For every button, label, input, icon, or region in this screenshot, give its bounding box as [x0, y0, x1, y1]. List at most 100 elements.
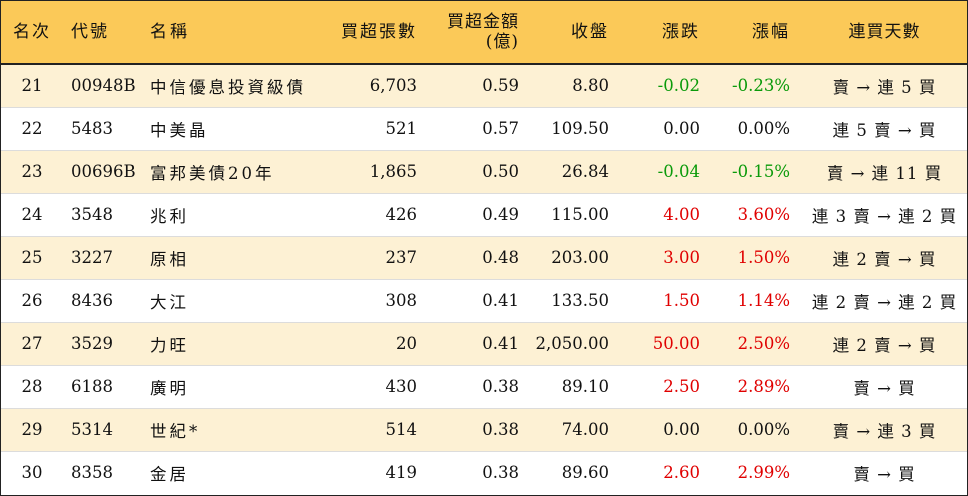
- rank-cell: 30: [1, 451, 63, 494]
- close-cell: 115.00: [531, 193, 621, 237]
- name-cell: 原相: [138, 236, 326, 280]
- net-buy-amount-cell: 0.41: [429, 279, 531, 323]
- net-buy-lots-cell: 419: [326, 451, 429, 494]
- net-buy-amount-cell: 0.41: [429, 322, 531, 366]
- table-row[interactable]: 28 6188 廣明 430 0.38 89.10 2.50 2.89% 賣 →…: [1, 365, 967, 409]
- code-cell: 00948B: [63, 64, 138, 108]
- net-buy-amount-cell: 0.50: [429, 150, 531, 194]
- header-net-buy-lots[interactable]: 買超張數: [326, 1, 429, 65]
- net-buy-lots-cell: 521: [326, 107, 429, 151]
- code-cell: 3529: [63, 322, 138, 366]
- change-pct-cell: -0.15%: [712, 150, 802, 194]
- change-pct-cell: 3.60%: [712, 193, 802, 237]
- change-cell: -0.04: [621, 150, 712, 194]
- table-row[interactable]: 27 3529 力旺 20 0.41 2,050.00 50.00 2.50% …: [1, 322, 967, 366]
- name-cell: 世紀*: [138, 408, 326, 452]
- close-cell: 2,050.00: [531, 322, 621, 366]
- code-cell: 3548: [63, 193, 138, 237]
- header-name[interactable]: 名稱: [138, 1, 326, 65]
- change-cell: 0.00: [621, 408, 712, 452]
- net-buy-lots-cell: 308: [326, 279, 429, 323]
- header-net-buy-amount[interactable]: 買超金額 (億): [429, 1, 531, 65]
- net-buy-lots-cell: 426: [326, 193, 429, 237]
- change-cell: 2.60: [621, 451, 712, 494]
- change-pct-cell: 1.50%: [712, 236, 802, 280]
- rank-cell: 27: [1, 322, 63, 366]
- name-cell: 力旺: [138, 322, 326, 366]
- rank-cell: 25: [1, 236, 63, 280]
- net-buy-amount-cell: 0.57: [429, 107, 531, 151]
- header-rank[interactable]: 名次: [1, 1, 63, 65]
- table-row[interactable]: 21 00948B 中信優息投資級債 6,703 0.59 8.80 -0.02…: [1, 64, 967, 108]
- table-row[interactable]: 24 3548 兆利 426 0.49 115.00 4.00 3.60% 連 …: [1, 193, 967, 237]
- rank-cell: 28: [1, 365, 63, 409]
- net-buy-lots-cell: 20: [326, 322, 429, 366]
- change-pct-cell: 2.89%: [712, 365, 802, 409]
- name-cell: 廣明: [138, 365, 326, 409]
- header-buy-days[interactable]: 連買天數: [802, 1, 967, 65]
- rank-cell: 26: [1, 279, 63, 323]
- table-row[interactable]: 29 5314 世紀* 514 0.38 74.00 0.00 0.00% 賣 …: [1, 408, 967, 452]
- header-change[interactable]: 漲跌: [621, 1, 712, 65]
- header-change-pct[interactable]: 漲幅: [712, 1, 802, 65]
- net-buy-amount-cell: 0.38: [429, 365, 531, 409]
- name-cell: 富邦美債20年: [138, 150, 326, 194]
- table-row[interactable]: 26 8436 大江 308 0.41 133.50 1.50 1.14% 連 …: [1, 279, 967, 323]
- name-cell: 金居: [138, 451, 326, 494]
- rank-cell: 29: [1, 408, 63, 452]
- table-header-row: 名次 代號 名稱 買超張數 買超金額 (億) 收盤 漲跌 漲幅 連買天數: [1, 1, 967, 65]
- table-row[interactable]: 22 5483 中美晶 521 0.57 109.50 0.00 0.00% 連…: [1, 107, 967, 151]
- name-cell: 大江: [138, 279, 326, 323]
- net-buy-lots-cell: 514: [326, 408, 429, 452]
- net-buy-lots-cell: 6,703: [326, 64, 429, 108]
- buy-days-cell: 賣 → 連 11 買: [802, 150, 967, 194]
- buy-days-cell: 賣 → 買: [802, 451, 967, 494]
- code-cell: 6188: [63, 365, 138, 409]
- table-row[interactable]: 30 8358 金居 419 0.38 89.60 2.60 2.99% 賣 →…: [1, 451, 967, 494]
- name-cell: 中美晶: [138, 107, 326, 151]
- rank-cell: 22: [1, 107, 63, 151]
- change-cell: 3.00: [621, 236, 712, 280]
- change-cell: 4.00: [621, 193, 712, 237]
- code-cell: 5483: [63, 107, 138, 151]
- code-cell: 00696B: [63, 150, 138, 194]
- rank-cell: 24: [1, 193, 63, 237]
- code-cell: 5314: [63, 408, 138, 452]
- change-cell: 1.50: [621, 279, 712, 323]
- net-buy-lots-cell: 1,865: [326, 150, 429, 194]
- table-row[interactable]: 25 3227 原相 237 0.48 203.00 3.00 1.50% 連 …: [1, 236, 967, 280]
- change-pct-cell: 1.14%: [712, 279, 802, 323]
- code-cell: 8358: [63, 451, 138, 494]
- header-net-buy-amount-label: 買超金額: [447, 12, 519, 32]
- buy-days-cell: 賣 → 連 3 買: [802, 408, 967, 452]
- close-cell: 89.60: [531, 451, 621, 494]
- table-row[interactable]: 23 00696B 富邦美債20年 1,865 0.50 26.84 -0.04…: [1, 150, 967, 194]
- buy-days-cell: 連 2 賣 → 連 2 買: [802, 279, 967, 323]
- header-net-buy-amount-unit: (億): [485, 32, 519, 52]
- change-cell: -0.02: [621, 64, 712, 108]
- close-cell: 109.50: [531, 107, 621, 151]
- buy-days-cell: 連 3 賣 → 連 2 買: [802, 193, 967, 237]
- change-pct-cell: 0.00%: [712, 408, 802, 452]
- net-buy-amount-cell: 0.48: [429, 236, 531, 280]
- header-close[interactable]: 收盤: [531, 1, 621, 65]
- code-cell: 3227: [63, 236, 138, 280]
- close-cell: 133.50: [531, 279, 621, 323]
- header-code[interactable]: 代號: [63, 1, 138, 65]
- net-buy-amount-cell: 0.38: [429, 408, 531, 452]
- change-pct-cell: 2.50%: [712, 322, 802, 366]
- change-pct-cell: -0.23%: [712, 64, 802, 108]
- net-buy-lots-cell: 237: [326, 236, 429, 280]
- buy-days-cell: 連 2 賣 → 買: [802, 322, 967, 366]
- change-cell: 50.00: [621, 322, 712, 366]
- close-cell: 8.80: [531, 64, 621, 108]
- net-buy-lots-cell: 430: [326, 365, 429, 409]
- change-pct-cell: 0.00%: [712, 107, 802, 151]
- name-cell: 中信優息投資級債: [138, 64, 326, 108]
- close-cell: 203.00: [531, 236, 621, 280]
- change-cell: 2.50: [621, 365, 712, 409]
- buy-days-cell: 賣 → 買: [802, 365, 967, 409]
- close-cell: 74.00: [531, 408, 621, 452]
